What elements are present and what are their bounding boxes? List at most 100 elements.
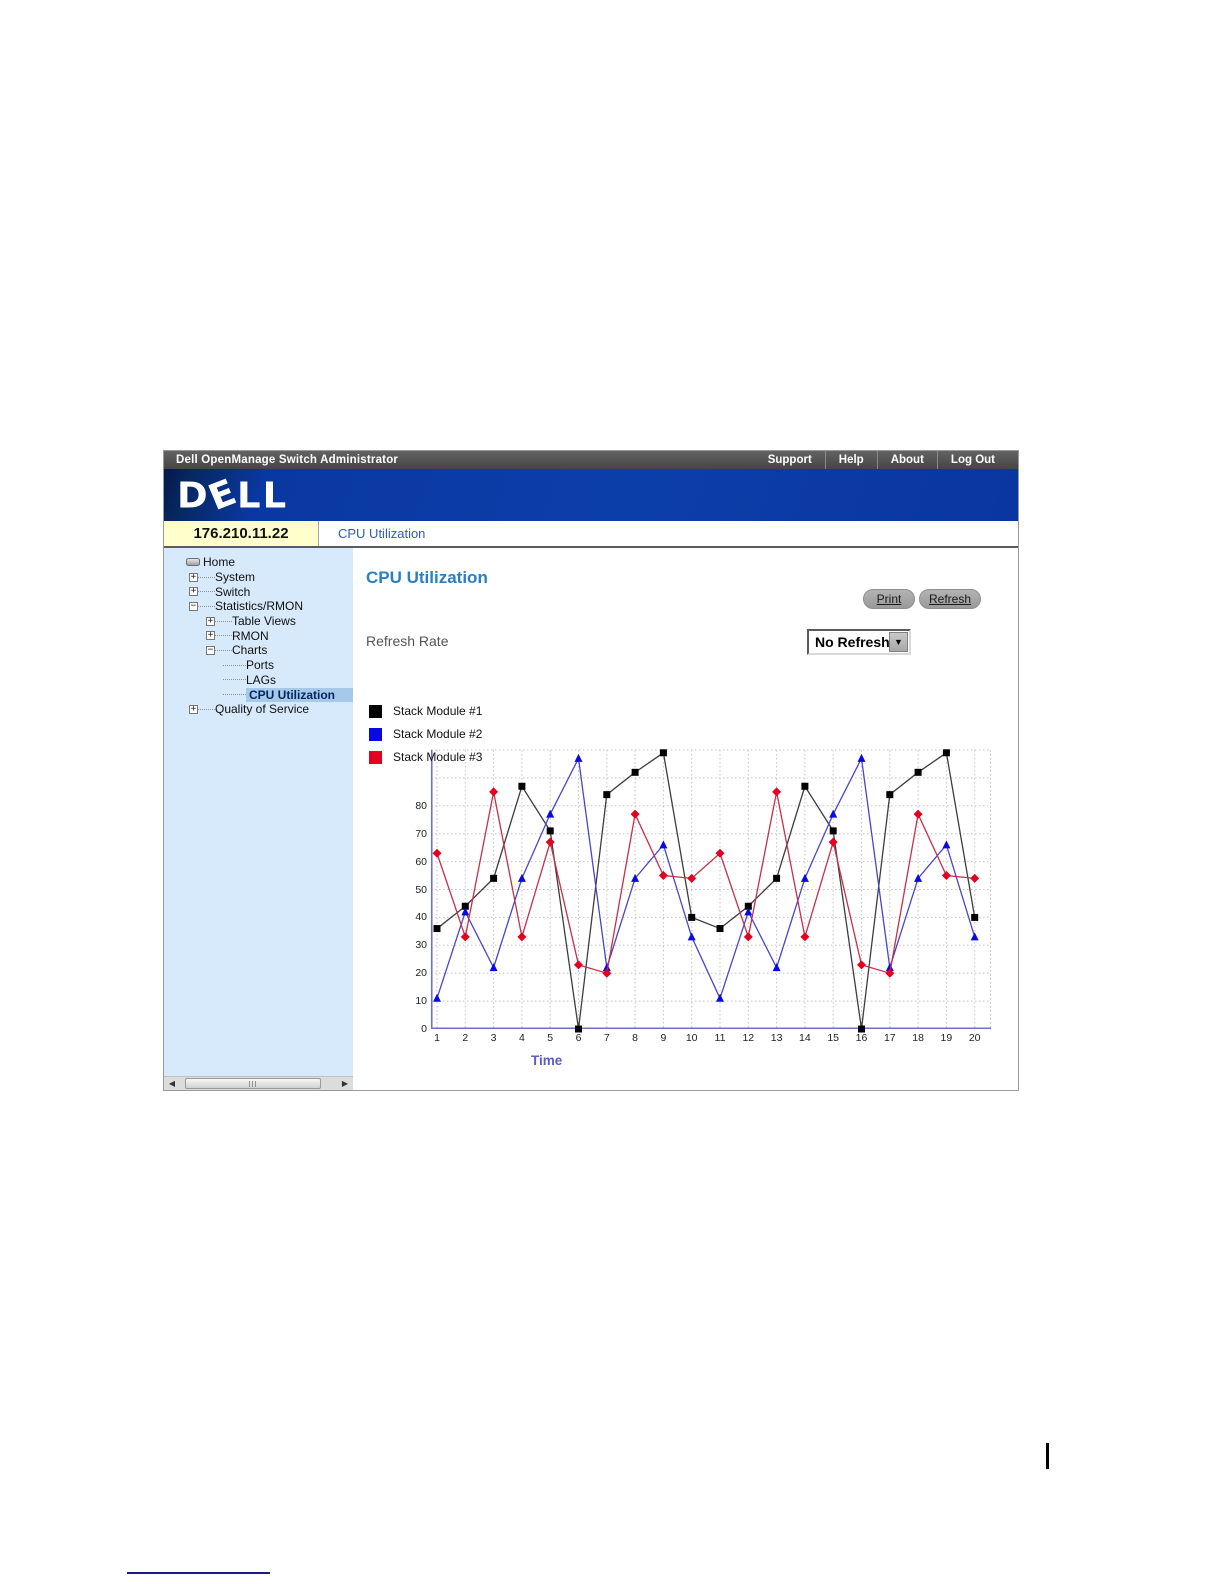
top-bar: Dell OpenManage Switch Administrator Sup… [164, 451, 1018, 469]
sidebar-item-statistics-rmon[interactable]: − Statistics/RMON [164, 599, 353, 614]
sidebar-item-switch[interactable]: + Switch [164, 584, 353, 599]
data-point-marker [970, 932, 979, 941]
legend-item: Stack Module #3 [369, 750, 482, 764]
expand-toggle-icon[interactable]: + [206, 615, 215, 626]
data-point-marker [971, 913, 979, 921]
data-point-marker [857, 753, 866, 762]
x-tick-label: 7 [603, 1032, 610, 1044]
sidebar-item-label[interactable]: System [215, 570, 256, 585]
y-tick-label: 0 [421, 1023, 427, 1035]
data-point-marker [489, 787, 499, 797]
data-point-marker [574, 960, 583, 970]
x-tick-label: 4 [518, 1032, 525, 1044]
y-tick-label: 70 [415, 827, 427, 840]
expand-toggle-icon[interactable]: + [206, 630, 215, 641]
series-stack-module-1 [433, 749, 979, 1033]
expand-toggle-icon[interactable]: + [189, 571, 198, 582]
sidebar-item-label[interactable]: LAGs [246, 672, 277, 687]
sidebar-item-label[interactable]: CPU Utilization [246, 687, 353, 702]
print-button[interactable]: Print [863, 589, 915, 609]
data-point-marker [885, 968, 895, 978]
data-point-marker [490, 874, 498, 882]
tree-connector [223, 679, 246, 681]
tree-connector [198, 605, 215, 607]
x-tick-label: 3 [490, 1032, 497, 1044]
refresh-button[interactable]: Refresh [919, 589, 981, 609]
sidebar-item-cpu-utilization[interactable]: CPU Utilization [164, 687, 353, 702]
topbar-link-help[interactable]: Help [824, 451, 877, 469]
chart-axes [430, 750, 991, 1030]
data-point-marker [942, 749, 950, 757]
data-point-marker [715, 848, 725, 858]
footer-link-underline [127, 1572, 270, 1574]
sidebar-item-label[interactable]: Table Views [232, 614, 296, 629]
sidebar-hscrollbar[interactable]: ◀ ▶ [164, 1076, 353, 1090]
app-title: Dell OpenManage Switch Administrator [176, 454, 399, 466]
expand-toggle-icon[interactable]: + [189, 703, 198, 714]
topbar-link-support[interactable]: Support [767, 454, 812, 466]
data-point-marker [744, 902, 752, 910]
sidebar-item-ports[interactable]: Ports [164, 658, 353, 673]
breadcrumb[interactable]: CPU Utilization [338, 526, 426, 541]
tree-connector [215, 635, 232, 637]
y-tick-label: 40 [415, 911, 427, 924]
content-area: CPU Utilization Print Refresh Refresh Ra… [353, 548, 1018, 1090]
x-tick-label: 5 [547, 1032, 554, 1044]
refresh-rate-label: Refresh Rate [366, 633, 449, 649]
sidebar-item-charts[interactable]: − Charts [164, 643, 353, 658]
data-point-marker [772, 787, 782, 797]
legend-swatch [369, 727, 382, 741]
sidebar-item-label[interactable]: Statistics/RMON [215, 599, 304, 614]
sidebar-item-label[interactable]: Quality of Service [215, 702, 310, 717]
device-ip: 176.210.11.22 [164, 521, 319, 546]
topbar-link-about[interactable]: About [876, 451, 937, 469]
data-point-marker [885, 963, 894, 972]
x-tick-label: 20 [968, 1032, 981, 1044]
topbar-link-log-out[interactable]: Log Out [936, 451, 1008, 469]
page-caret-artifact [1046, 1443, 1049, 1469]
sidebar-item-label[interactable]: Switch [215, 584, 251, 599]
page-title: CPU Utilization [366, 568, 488, 587]
sidebar-item-system[interactable]: + System [164, 570, 353, 585]
data-point-marker [659, 749, 667, 757]
data-point-marker [631, 768, 639, 776]
x-axis-title: Time [531, 1053, 563, 1068]
sidebar-item-label[interactable]: Ports [246, 658, 275, 673]
legend-swatch [369, 750, 382, 764]
data-point-marker [658, 871, 668, 881]
cpu-utilization-chart [430, 749, 991, 1033]
sidebar-item-table-views[interactable]: + Table Views [164, 614, 353, 629]
data-point-marker [518, 782, 526, 790]
sidebar-item-label[interactable]: RMON [232, 628, 269, 643]
scroll-left-icon[interactable]: ◀ [168, 1079, 176, 1088]
dropdown-arrow-icon[interactable]: ▼ [889, 632, 908, 652]
data-point-marker [603, 791, 611, 799]
collapse-toggle-icon[interactable]: − [206, 644, 215, 655]
nav-tree: Home + System + Switch − Statistics/RMON + Table… [164, 548, 353, 717]
x-tick-label: 13 [770, 1032, 783, 1044]
legend-label: Stack Module #1 [393, 704, 483, 718]
legend-label: Stack Module #3 [393, 750, 483, 764]
collapse-toggle-icon[interactable]: − [189, 600, 198, 611]
data-point-marker [913, 809, 923, 819]
data-point-marker [857, 960, 866, 970]
expand-toggle-icon[interactable]: + [189, 586, 198, 597]
y-tick-label: 20 [415, 967, 427, 980]
data-point-marker [800, 932, 810, 942]
refresh-rate-select[interactable]: No Refresh ▼ [807, 629, 911, 655]
legend-item: Stack Module #2 [369, 727, 482, 741]
scrollbar-thumb[interactable] [185, 1078, 321, 1089]
sidebar-item-lags[interactable]: LAGs [164, 673, 353, 688]
sidebar-item-label[interactable]: Home [203, 555, 236, 570]
sidebar-item-rmon[interactable]: + RMON [164, 628, 353, 643]
data-point-marker [545, 837, 555, 847]
x-tick-label: 1 [434, 1032, 440, 1044]
scroll-right-icon[interactable]: ▶ [341, 1079, 349, 1088]
sidebar-item-label[interactable]: Charts [232, 643, 268, 658]
x-tick-label: 15 [827, 1032, 840, 1044]
sidebar-item-home[interactable]: Home [164, 555, 353, 570]
data-point-marker [687, 873, 697, 883]
sidebar-item-quality-of-service[interactable]: + Quality of Service [164, 702, 353, 717]
x-tick-label: 8 [632, 1032, 639, 1044]
data-point-marker [801, 782, 809, 790]
